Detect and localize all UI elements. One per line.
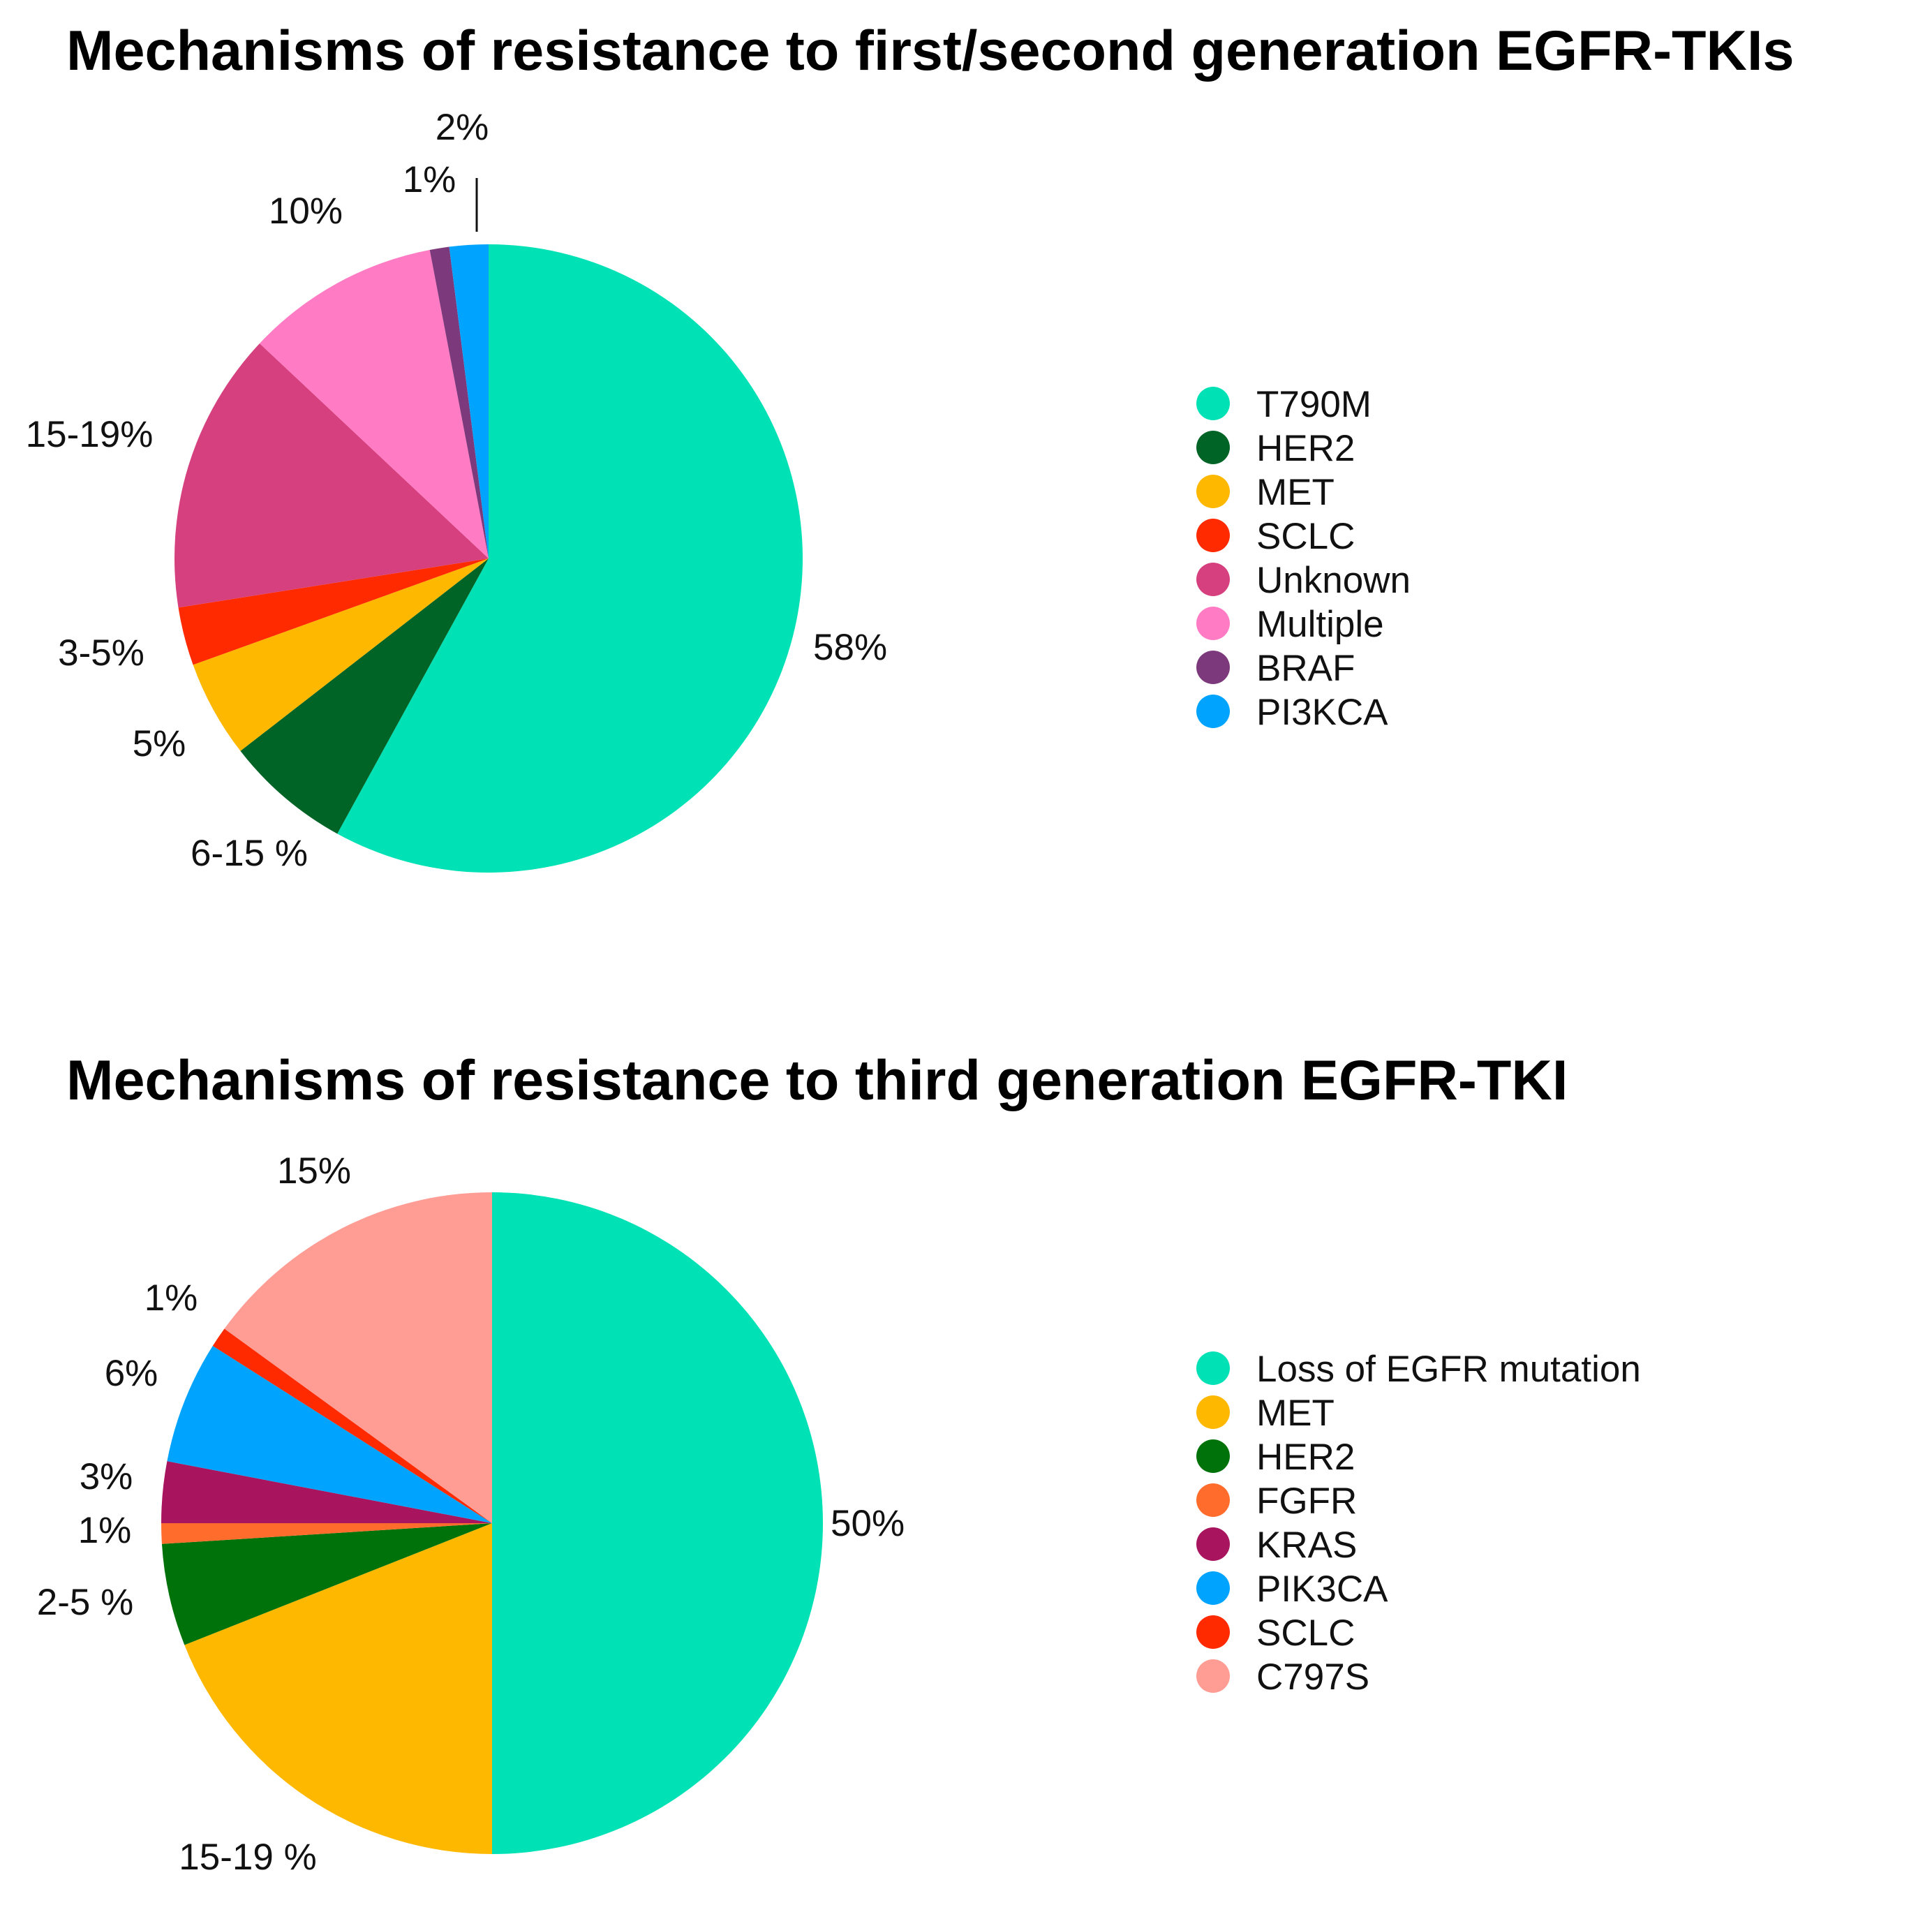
legend-label: PI3KCA — [1256, 692, 1388, 733]
legend-swatch — [1196, 1659, 1230, 1693]
slice-label: 15% — [277, 1150, 351, 1192]
slice-label: 15-19% — [26, 414, 154, 455]
slice-label: 3-5% — [58, 632, 144, 674]
slice-label: 58% — [813, 627, 887, 668]
legend: Loss of EGFR mutationMETHER2FGFRKRASPIK3… — [1196, 1349, 1641, 1698]
legend-swatch — [1196, 431, 1230, 464]
legend-label: C797S — [1256, 1657, 1369, 1698]
legend-swatch — [1196, 695, 1230, 728]
legend-label: HER2 — [1256, 428, 1355, 469]
legend-label: T790M — [1256, 384, 1372, 425]
legend-label: Multiple — [1256, 604, 1384, 645]
legend-swatch — [1196, 1615, 1230, 1649]
legend-swatch — [1196, 387, 1230, 420]
legend-label: Unknown — [1256, 560, 1411, 601]
pie-slice-pik3ca — [167, 1346, 492, 1523]
pie-slice-fgfr — [161, 1523, 492, 1544]
legend-label: FGFR — [1256, 1481, 1357, 1522]
legend-swatch — [1196, 1571, 1230, 1605]
pie-slice-unknown — [174, 343, 489, 608]
pie-slice-her2 — [240, 558, 489, 834]
legend-swatch — [1196, 1483, 1230, 1517]
slice-label: 50% — [831, 1503, 905, 1544]
legend-label: Loss of EGFR mutation — [1256, 1349, 1641, 1390]
slice-label: 3% — [80, 1456, 133, 1497]
legend-label: MET — [1256, 1393, 1335, 1434]
pie-slice-pi3kca — [449, 244, 489, 558]
slice-label: 1% — [78, 1510, 132, 1551]
slice-label: 2% — [436, 107, 489, 148]
legend-label: HER2 — [1256, 1437, 1355, 1478]
legend-swatch — [1196, 607, 1230, 640]
legend-label: KRAS — [1256, 1525, 1357, 1566]
pie-slice-her2 — [161, 1523, 492, 1645]
legend-label: SCLC — [1256, 1613, 1355, 1654]
pie-slices — [174, 244, 803, 873]
pie-slices — [161, 1192, 823, 1854]
pie-chart-third-generation: Mechanisms of resistance to third genera… — [37, 1049, 1641, 1878]
legend: T790MHER2METSCLCUnknownMultipleBRAFPI3KC… — [1196, 384, 1411, 733]
slice-label: 1% — [403, 159, 456, 200]
slice-label: 6% — [105, 1353, 158, 1394]
legend-swatch — [1196, 1527, 1230, 1561]
pie-slice-c797s — [224, 1192, 492, 1523]
legend-label: PIK3CA — [1256, 1569, 1388, 1610]
pie-slice-t790m — [337, 244, 803, 873]
slice-labels: 50% 15-19 % 2-5 % 1% 3% 6% 1% 15% — [37, 1150, 905, 1878]
pie-slice-loss-of-egfr-mutation — [492, 1192, 823, 1854]
pie-slice-sclc — [178, 558, 489, 665]
legend-swatch — [1196, 519, 1230, 552]
chart-title: Mechanisms of resistance to third genera… — [66, 1049, 1568, 1112]
pie-chart-first-second-generation: Mechanisms of resistance to first/second… — [26, 20, 1794, 874]
legend-label: BRAF — [1256, 648, 1355, 689]
slice-label: 1% — [144, 1277, 198, 1319]
legend-swatch — [1196, 563, 1230, 596]
pie-slice-multiple — [259, 249, 489, 558]
legend-swatch — [1196, 1439, 1230, 1473]
chart-title: Mechanisms of resistance to first/second… — [66, 20, 1794, 82]
pie-slice-braf — [429, 246, 489, 558]
slice-label: 10% — [269, 191, 343, 232]
legend-label: SCLC — [1256, 516, 1355, 557]
pie-slice-kras — [161, 1461, 492, 1523]
slice-label: 15-19 % — [179, 1837, 316, 1878]
pie-slice-met — [193, 558, 489, 751]
slice-label: 6-15 % — [191, 833, 308, 874]
pie-slice-sclc — [212, 1328, 492, 1523]
slice-label: 5% — [133, 723, 186, 764]
legend-swatch — [1196, 1351, 1230, 1385]
legend-swatch — [1196, 651, 1230, 684]
legend-swatch — [1196, 475, 1230, 508]
slice-label: 2-5 % — [37, 1582, 133, 1623]
legend-label: MET — [1256, 472, 1335, 513]
slice-labels: 58% 6-15 % 5% 3-5% 15-19% 10% 1% 2% — [26, 107, 887, 874]
pie-slice-met — [184, 1523, 492, 1854]
legend-swatch — [1196, 1395, 1230, 1429]
